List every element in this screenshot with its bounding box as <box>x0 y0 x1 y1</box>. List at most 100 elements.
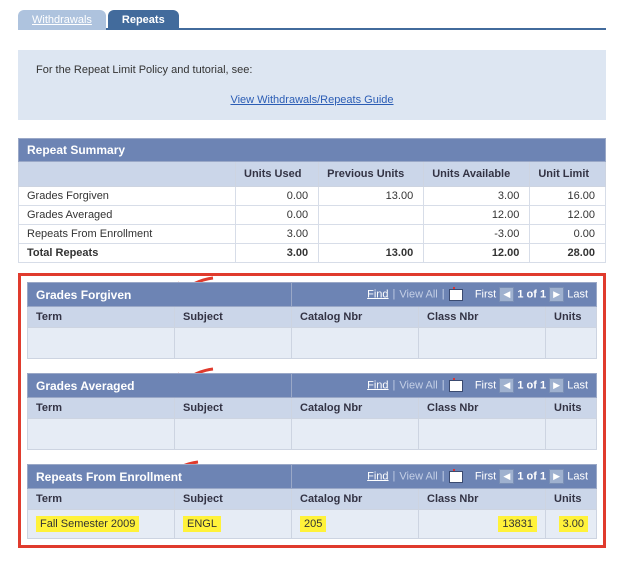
col-previous-units: Previous Units <box>319 162 424 187</box>
first-label: First <box>475 288 496 300</box>
tab-withdrawals[interactable]: Withdrawals <box>18 10 106 30</box>
col-classnbr: Class Nbr <box>419 398 546 419</box>
col-units-used: Units Used <box>236 162 319 187</box>
cell-classnbr: 13831 <box>419 510 546 539</box>
last-label: Last <box>567 288 588 300</box>
section-nav: Find|View All| First ◀ 1 of 1 ▶ Last <box>292 374 597 398</box>
avail: 3.00 <box>424 187 530 206</box>
next-arrow-icon[interactable]: ▶ <box>549 378 564 393</box>
next-arrow-icon[interactable]: ▶ <box>549 469 564 484</box>
row-forgiven: Grades Forgiven 0.00 13.00 3.00 16.00 <box>19 187 606 206</box>
label: Grades Forgiven <box>19 187 236 206</box>
col-units: Units <box>546 489 597 510</box>
info-box: For the Repeat Limit Policy and tutorial… <box>18 50 606 120</box>
used: 0.00 <box>236 187 319 206</box>
col-units: Units <box>546 307 597 328</box>
grades-forgiven-section: Grades Forgiven Find|View All| First ◀ 1… <box>27 282 597 359</box>
used: 3.00 <box>236 225 319 244</box>
limit: 16.00 <box>530 187 606 206</box>
cell-subject: ENGL <box>175 510 292 539</box>
avail: 12.00 <box>424 244 530 263</box>
section-title: Grades Forgiven <box>28 283 292 307</box>
cell-catalog <box>292 328 419 359</box>
last-label: Last <box>567 470 588 482</box>
cell-subject <box>175 328 292 359</box>
label: Repeats From Enrollment <box>19 225 236 244</box>
section-title: Grades Averaged <box>28 374 292 398</box>
repeats-from-enrollment-section: Repeats From Enrollment Find|View All| F… <box>27 464 597 539</box>
col-classnbr: Class Nbr <box>419 307 546 328</box>
avail: 12.00 <box>424 206 530 225</box>
prev-arrow-icon[interactable]: ◀ <box>499 287 514 302</box>
cell-catalog: 205 <box>292 510 419 539</box>
prev-arrow-icon[interactable]: ◀ <box>499 378 514 393</box>
col-blank <box>19 162 236 187</box>
prev: 13.00 <box>319 187 424 206</box>
cell-units: 3.00 <box>546 510 597 539</box>
first-label: First <box>475 379 496 391</box>
limit: 12.00 <box>530 206 606 225</box>
prev <box>319 225 424 244</box>
col-term: Term <box>28 398 175 419</box>
col-catalog: Catalog Nbr <box>292 489 419 510</box>
last-label: Last <box>567 379 588 391</box>
label: Total Repeats <box>19 244 236 263</box>
highlight-region: Grades Forgiven Find|View All| First ◀ 1… <box>18 273 606 548</box>
tab-repeats[interactable]: Repeats <box>108 10 179 30</box>
table-row <box>28 328 597 359</box>
limit: 28.00 <box>530 244 606 263</box>
used: 3.00 <box>236 244 319 263</box>
cell-units <box>546 419 597 450</box>
counter: 1 of 1 <box>517 470 546 482</box>
table-row: Fall Semester 2009 ENGL 205 13831 3.00 <box>28 510 597 539</box>
first-label: First <box>475 470 496 482</box>
used: 0.00 <box>236 206 319 225</box>
prev: 13.00 <box>319 244 424 263</box>
col-subject: Subject <box>175 307 292 328</box>
view-all-link[interactable]: View All <box>399 379 437 391</box>
counter: 1 of 1 <box>517 288 546 300</box>
col-subject: Subject <box>175 398 292 419</box>
cell-catalog <box>292 419 419 450</box>
col-catalog: Catalog Nbr <box>292 398 419 419</box>
calendar-icon[interactable] <box>449 380 463 392</box>
summary-title: Repeat Summary <box>19 139 606 162</box>
tabs: Withdrawals Repeats <box>18 6 606 30</box>
col-unit-limit: Unit Limit <box>530 162 606 187</box>
cell-classnbr <box>419 328 546 359</box>
repeat-summary-table: Repeat Summary Units Used Previous Units… <box>18 138 606 263</box>
limit: 0.00 <box>530 225 606 244</box>
view-all-link[interactable]: View All <box>399 288 437 300</box>
cell-term: Fall Semester 2009 <box>28 510 175 539</box>
find-link[interactable]: Find <box>367 288 388 300</box>
col-classnbr: Class Nbr <box>419 489 546 510</box>
info-text: For the Repeat Limit Policy and tutorial… <box>36 64 588 76</box>
section-nav: Find|View All| First ◀ 1 of 1 ▶ Last <box>292 465 597 489</box>
col-term: Term <box>28 307 175 328</box>
cell-term <box>28 328 175 359</box>
section-nav: Find|View All| First ◀ 1 of 1 ▶ Last <box>292 283 597 307</box>
row-total: Total Repeats 3.00 13.00 12.00 28.00 <box>19 244 606 263</box>
avail: -3.00 <box>424 225 530 244</box>
find-link[interactable]: Find <box>367 379 388 391</box>
col-catalog: Catalog Nbr <box>292 307 419 328</box>
next-arrow-icon[interactable]: ▶ <box>549 287 564 302</box>
col-term: Term <box>28 489 175 510</box>
row-enroll: Repeats From Enrollment 3.00 -3.00 0.00 <box>19 225 606 244</box>
prev-arrow-icon[interactable]: ◀ <box>499 469 514 484</box>
prev <box>319 206 424 225</box>
calendar-icon[interactable] <box>449 471 463 483</box>
calendar-icon[interactable] <box>449 289 463 301</box>
cell-subject <box>175 419 292 450</box>
find-link[interactable]: Find <box>367 470 388 482</box>
table-row <box>28 419 597 450</box>
counter: 1 of 1 <box>517 379 546 391</box>
view-all-link[interactable]: View All <box>399 470 437 482</box>
label: Grades Averaged <box>19 206 236 225</box>
cell-classnbr <box>419 419 546 450</box>
col-units-available: Units Available <box>424 162 530 187</box>
cell-term <box>28 419 175 450</box>
guide-link[interactable]: View Withdrawals/Repeats Guide <box>230 94 393 106</box>
col-units: Units <box>546 398 597 419</box>
row-averaged: Grades Averaged 0.00 12.00 12.00 <box>19 206 606 225</box>
